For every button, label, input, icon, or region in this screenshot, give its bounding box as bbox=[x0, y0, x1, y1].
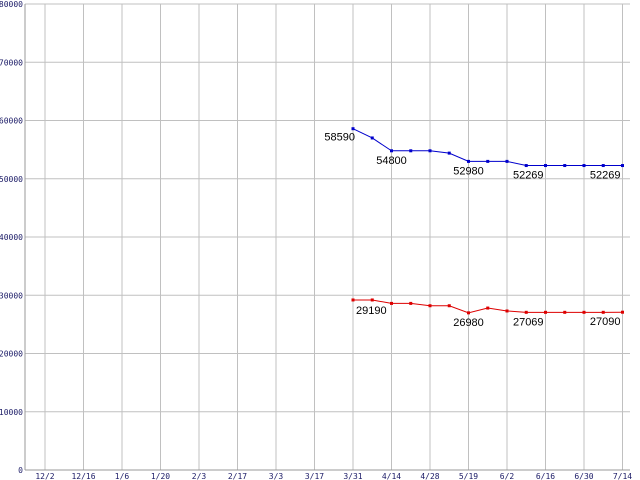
data-label: 54800 bbox=[376, 155, 407, 167]
axes bbox=[24, 4, 630, 471]
x-tick-label: 2/17 bbox=[228, 472, 247, 480]
data-label: 52269 bbox=[590, 170, 621, 182]
x-tick-label: 12/2 bbox=[35, 472, 54, 480]
data-label: 58590 bbox=[324, 132, 355, 144]
x-tick-label: 1/6 bbox=[115, 472, 130, 480]
data-point bbox=[467, 311, 470, 315]
y-tick-label: 20000 bbox=[0, 350, 23, 359]
data-labels: 58590 54800 52980 52269 52269 29190 26980 27069… bbox=[324, 132, 620, 329]
data-label: 52269 bbox=[513, 170, 544, 182]
y-tick-label: 70000 bbox=[0, 58, 23, 67]
data-point bbox=[582, 310, 586, 314]
x-tick-label: 3/17 bbox=[305, 472, 324, 480]
data-point bbox=[505, 309, 509, 313]
data-point bbox=[621, 310, 624, 314]
data-label: 29190 bbox=[356, 305, 387, 317]
data-point bbox=[467, 159, 470, 163]
y-tick-label: 30000 bbox=[0, 291, 23, 300]
data-point bbox=[447, 304, 451, 308]
data-label: 27069 bbox=[513, 316, 544, 328]
y-tick-label: 10000 bbox=[0, 408, 23, 417]
x-tick-label: 4/14 bbox=[382, 472, 401, 480]
x-tick-label: 2/3 bbox=[192, 472, 207, 480]
data-point bbox=[351, 298, 355, 302]
data-point bbox=[351, 127, 355, 131]
x-tick-label: 5/19 bbox=[459, 472, 478, 480]
data-point bbox=[505, 159, 509, 163]
y-tick-label: 0 bbox=[18, 466, 23, 475]
data-point bbox=[524, 164, 528, 168]
data-point bbox=[428, 149, 432, 153]
grid bbox=[25, 3, 630, 471]
data-point bbox=[390, 301, 393, 305]
x-tick-label: 4/28 bbox=[420, 472, 439, 480]
data-point bbox=[390, 149, 393, 153]
series bbox=[351, 127, 624, 315]
data-point bbox=[621, 164, 624, 168]
x-tick-label: 7/14 bbox=[613, 472, 632, 480]
data-point bbox=[544, 164, 547, 168]
data-point bbox=[428, 304, 432, 308]
y-tick-label: 60000 bbox=[0, 117, 23, 126]
data-point bbox=[409, 149, 413, 153]
data-point bbox=[486, 306, 490, 310]
x-tick-label: 1/20 bbox=[151, 472, 170, 480]
data-point bbox=[486, 159, 490, 163]
data-point bbox=[447, 151, 451, 155]
data-point bbox=[370, 298, 374, 302]
data-point bbox=[601, 164, 605, 168]
x-tick-label: 6/30 bbox=[574, 472, 593, 480]
y-tick-label: 80000 bbox=[0, 0, 23, 9]
data-point bbox=[601, 310, 605, 314]
x-tick-label: 6/2 bbox=[500, 472, 515, 480]
data-point bbox=[370, 136, 374, 140]
data-label: 26980 bbox=[453, 317, 484, 329]
y-tick-label: 40000 bbox=[0, 233, 23, 242]
data-point bbox=[524, 310, 528, 314]
data-point bbox=[544, 310, 547, 314]
x-tick-label: 12/16 bbox=[71, 472, 95, 480]
data-label: 52980 bbox=[453, 165, 484, 177]
x-axis-ticks: 12/2 12/16 1/6 1/20 2/3 2/17 3/3 3/17 3/31 4/14 4/… bbox=[35, 472, 632, 480]
data-point bbox=[563, 310, 567, 314]
x-tick-label: 3/3 bbox=[269, 472, 284, 480]
x-tick-label: 3/31 bbox=[343, 472, 362, 480]
data-point bbox=[409, 301, 413, 305]
data-label: 27090 bbox=[590, 316, 621, 328]
data-point bbox=[582, 164, 586, 168]
series-line-2 bbox=[353, 299, 623, 314]
y-axis-ticks: 0 10000 20000 30000 40000 50000 60000 70000 8000… bbox=[0, 0, 23, 475]
x-tick-label: 6/16 bbox=[536, 472, 555, 480]
y-tick-label: 50000 bbox=[0, 175, 23, 184]
data-point bbox=[563, 164, 567, 168]
